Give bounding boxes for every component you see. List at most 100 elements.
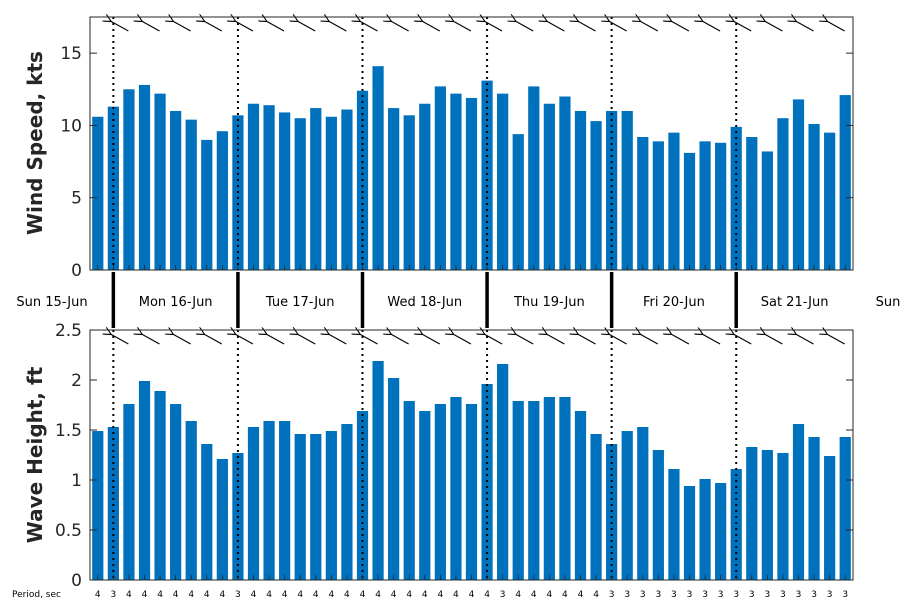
bar bbox=[730, 469, 742, 580]
direction-arrow bbox=[546, 334, 565, 345]
bar bbox=[668, 469, 680, 580]
bar bbox=[154, 93, 166, 270]
bar bbox=[434, 404, 446, 580]
period-value: 4 bbox=[531, 590, 537, 600]
bar bbox=[310, 108, 322, 270]
bar bbox=[123, 404, 135, 580]
bar bbox=[606, 110, 618, 270]
bar bbox=[715, 142, 727, 270]
bar bbox=[356, 411, 369, 580]
direction-arrow bbox=[640, 334, 659, 345]
direction-arrow bbox=[422, 21, 441, 32]
direction-arrow bbox=[453, 21, 472, 32]
direction-arrow bbox=[484, 21, 503, 32]
direction-arrow bbox=[235, 334, 254, 345]
bar bbox=[574, 110, 587, 270]
bar bbox=[543, 397, 555, 580]
bar bbox=[824, 132, 836, 270]
direction-arrow bbox=[142, 21, 160, 32]
bar bbox=[185, 119, 197, 270]
bar bbox=[201, 139, 213, 270]
bar bbox=[621, 110, 633, 270]
bar bbox=[279, 112, 291, 270]
direction-arrow bbox=[764, 21, 783, 32]
bar bbox=[341, 424, 353, 580]
y-axis-label: Wind Speed, kts bbox=[23, 51, 47, 235]
direction-arrow bbox=[142, 334, 160, 345]
bar bbox=[652, 141, 664, 270]
period-value: 3 bbox=[811, 590, 817, 600]
bar bbox=[746, 136, 758, 270]
bar bbox=[434, 86, 446, 270]
period-value: 3 bbox=[733, 590, 739, 600]
bar bbox=[761, 450, 773, 580]
direction-arrow bbox=[796, 21, 814, 32]
period-value: 3 bbox=[624, 590, 630, 600]
period-value: 3 bbox=[609, 590, 615, 600]
direction-arrow bbox=[578, 334, 596, 345]
period-value: 3 bbox=[655, 590, 661, 600]
period-value: 3 bbox=[718, 590, 724, 600]
bar bbox=[668, 132, 680, 270]
bar bbox=[450, 397, 462, 580]
y-tick-label: 2.5 bbox=[55, 321, 82, 341]
day-label: Fri 20-Jun bbox=[643, 295, 705, 310]
direction-arrow bbox=[328, 21, 347, 32]
period-value: 4 bbox=[266, 590, 272, 600]
y-tick-label: 0.5 bbox=[55, 521, 82, 541]
bar bbox=[777, 118, 789, 270]
period-value: 4 bbox=[219, 590, 225, 600]
direction-arrow bbox=[764, 334, 783, 345]
day-label: Tue 17-Jun bbox=[265, 295, 335, 310]
period-value: 4 bbox=[406, 590, 412, 600]
bar bbox=[325, 116, 337, 270]
direction-arrow bbox=[391, 334, 409, 345]
bar bbox=[528, 86, 540, 270]
bar bbox=[465, 97, 478, 271]
bar bbox=[138, 381, 151, 580]
period-value: 3 bbox=[687, 590, 693, 600]
period-value: 4 bbox=[95, 590, 101, 600]
y-tick-label: 0 bbox=[71, 261, 82, 281]
bar bbox=[419, 103, 431, 270]
direction-arrow bbox=[733, 334, 752, 345]
period-value: 4 bbox=[391, 590, 397, 600]
day-label: Thu 19-Jun bbox=[513, 295, 585, 310]
bar bbox=[247, 427, 260, 580]
period-label: Period, sec bbox=[12, 590, 61, 600]
bar bbox=[419, 411, 431, 580]
bar bbox=[185, 421, 197, 580]
period-value: 4 bbox=[313, 590, 319, 600]
bar bbox=[372, 66, 384, 270]
direction-arrow bbox=[453, 334, 472, 345]
period-value: 4 bbox=[562, 590, 568, 600]
bar bbox=[637, 136, 649, 270]
bar bbox=[92, 116, 104, 270]
bar bbox=[824, 456, 836, 580]
bar bbox=[574, 411, 587, 580]
direction-arrow bbox=[827, 334, 845, 345]
bar bbox=[481, 80, 493, 271]
bar bbox=[123, 89, 135, 271]
period-value: 4 bbox=[282, 590, 288, 600]
period-value: 3 bbox=[796, 590, 802, 600]
bar bbox=[138, 84, 151, 270]
direction-arrow bbox=[266, 21, 285, 32]
period-value: 4 bbox=[126, 590, 132, 600]
bar bbox=[777, 453, 789, 580]
day-label: Sun 15-Jun bbox=[16, 295, 87, 310]
bar bbox=[683, 152, 696, 270]
direction-arrow bbox=[671, 21, 690, 32]
bar bbox=[808, 123, 820, 271]
bar bbox=[699, 479, 711, 580]
bar bbox=[715, 483, 727, 580]
bar bbox=[621, 431, 633, 580]
direction-arrow bbox=[515, 21, 534, 32]
period-value: 3 bbox=[827, 590, 833, 600]
period-value: 3 bbox=[702, 590, 708, 600]
bar bbox=[403, 115, 415, 271]
period-value: 3 bbox=[235, 590, 241, 600]
direction-arrow bbox=[173, 21, 191, 32]
period-value: 4 bbox=[173, 590, 179, 600]
